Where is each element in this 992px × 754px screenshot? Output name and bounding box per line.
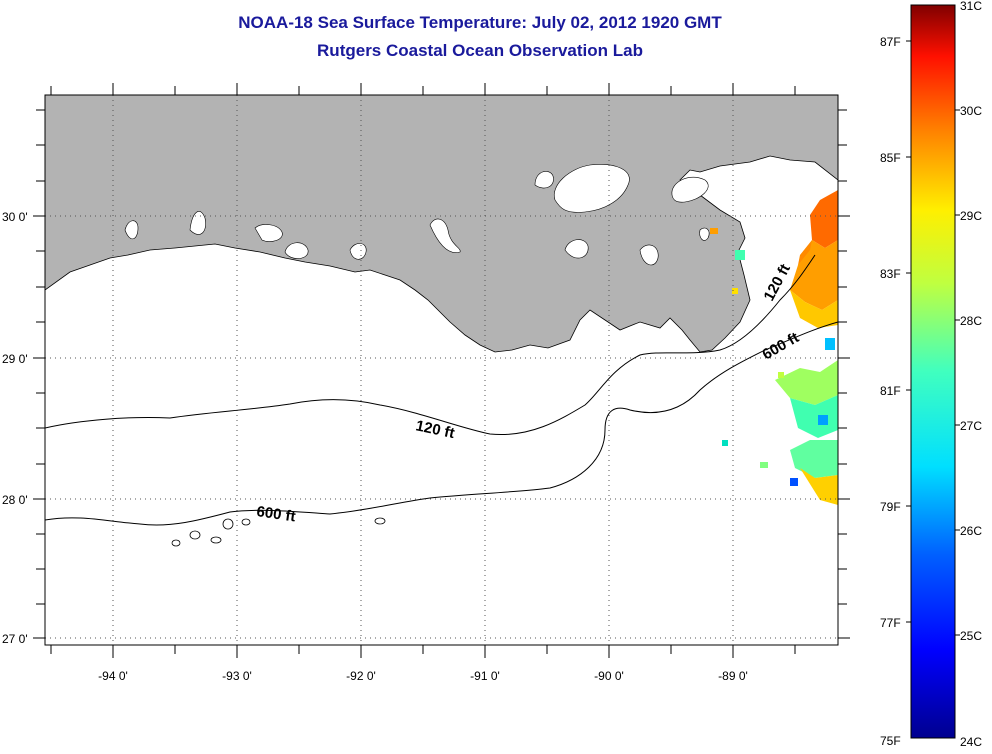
colorbar-c-25: 25C [960, 629, 982, 643]
map-title: NOAA-18 Sea Surface Temperature: July 02… [238, 13, 722, 32]
colorbar-c-28: 28C [960, 314, 982, 328]
colorbar-f-81: 81F [880, 384, 901, 398]
colorbar-c-31: 31C [960, 0, 982, 13]
colorbar-c-26: 26C [960, 524, 982, 538]
lon-label-89: -89 0' [718, 669, 748, 683]
lat-label-27: 27 0' [2, 632, 28, 646]
inland-water [124, 164, 710, 266]
lon-label-92: -92 0' [346, 669, 376, 683]
colorbar-gradient [910, 4, 956, 739]
axis-ticks [33, 83, 850, 658]
contour-islands [171, 517, 386, 547]
lat-label-28: 28 0' [2, 493, 28, 507]
colorbar-c-29: 29C [960, 209, 982, 223]
colorbar-c-24: 24C [960, 735, 982, 749]
lon-label-90: -90 0' [594, 669, 624, 683]
colorbar-f-85: 85F [880, 151, 901, 165]
lon-label-91: -91 0' [470, 669, 500, 683]
lat-label-29: 29 0' [2, 352, 28, 366]
colorbar-c-27: 27C [960, 419, 982, 433]
map-frame [44, 94, 839, 646]
lon-label-93: -93 0' [222, 669, 252, 683]
graticule [45, 95, 838, 645]
colorbar-f-79: 79F [880, 500, 901, 514]
colorbar-c-30: 30C [960, 104, 982, 118]
lon-label-94: -94 0' [98, 669, 128, 683]
colorbar-f-75: 75F [880, 734, 901, 748]
colorbar: 87F 85F 83F 81F 79F 77F 75F 31C 30C 29C … [880, 0, 982, 749]
contour-120ft [45, 254, 816, 436]
contour-label-600ft-west: 600 ft [255, 503, 296, 525]
colorbar-f-77: 77F [880, 616, 901, 630]
colorbar-f-87: 87F [880, 35, 901, 49]
contour-600ft [45, 321, 838, 526]
map-subtitle: Rutgers Coastal Ocean Observation Lab [317, 41, 643, 60]
sst-swath [710, 190, 838, 505]
lat-label-30: 30 0' [2, 210, 28, 224]
colorbar-f-83: 83F [880, 267, 901, 281]
